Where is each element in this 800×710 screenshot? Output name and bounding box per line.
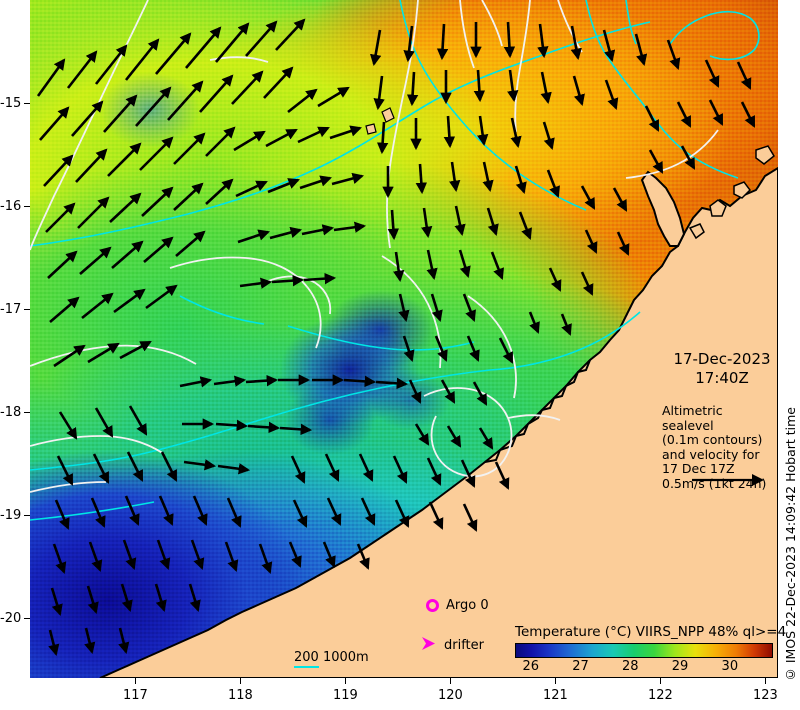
colorbar-tick-27: 27 bbox=[572, 659, 589, 674]
colorbar-tick-labels: 26 27 28 29 30 bbox=[515, 658, 777, 676]
colorbar-title: Temperature (°C) VIIRS_NPP 48% ql>=4 bbox=[515, 624, 787, 640]
bathymetry-200m-label: 200 bbox=[294, 650, 319, 668]
y-tick-mark-15 bbox=[24, 103, 30, 104]
y-tick-mark-18 bbox=[24, 412, 30, 413]
x-tick-mark-120 bbox=[450, 678, 451, 684]
annotation-line-0: Altimetric sealevel bbox=[662, 403, 723, 433]
y-tick-label-18: -18 bbox=[0, 405, 22, 420]
y-tick-mark-20 bbox=[24, 618, 30, 619]
annotation-line-3: 17 Dec 17Z bbox=[662, 461, 735, 476]
y-tick-label-16: -16 bbox=[0, 199, 22, 214]
x-tick-label-118: 118 bbox=[228, 688, 253, 703]
y-tick-mark-16 bbox=[24, 206, 30, 207]
x-tick-mark-123 bbox=[765, 678, 766, 684]
y-tick-mark-19 bbox=[24, 515, 30, 516]
y-tick-label-20: -20 bbox=[0, 611, 22, 626]
y-tick-label-19: -19 bbox=[0, 508, 22, 523]
colorbar-tick-28: 28 bbox=[621, 659, 639, 674]
velocity-reference-arrow-icon bbox=[690, 472, 766, 491]
y-tick-mark-17 bbox=[24, 309, 30, 310]
argo-legend-label: Argo 0 bbox=[446, 598, 489, 613]
drifter-marker-icon bbox=[420, 636, 437, 655]
datestamp-date: 17-Dec-2023 bbox=[673, 350, 771, 368]
land-mask-layer bbox=[30, 0, 778, 678]
x-tick-mark-117 bbox=[135, 678, 136, 684]
datestamp-time: 17:40Z bbox=[695, 369, 749, 387]
colorbar[interactable]: Temperature (°C) VIIRS_NPP 48% ql>=4 26 … bbox=[515, 624, 787, 676]
map-plot-area[interactable]: 17-Dec-2023 17:40Z Altimetric sealevel (… bbox=[30, 0, 778, 678]
x-tick-label-120: 120 bbox=[438, 688, 463, 703]
y-tick-label-15: -15 bbox=[0, 96, 22, 111]
x-tick-label-122: 122 bbox=[648, 688, 673, 703]
colorbar-gradient bbox=[515, 643, 773, 658]
x-tick-label-117: 117 bbox=[123, 688, 148, 703]
annotation-line-1: (0.1m contours) bbox=[662, 432, 763, 447]
bathymetry-legend: 200 1000m bbox=[294, 650, 369, 668]
drifter-legend-item: drifter bbox=[420, 636, 484, 655]
x-tick-mark-119 bbox=[345, 678, 346, 684]
x-tick-mark-121 bbox=[555, 678, 556, 684]
x-tick-mark-118 bbox=[240, 678, 241, 684]
bathymetry-1000m-label: 1000m bbox=[322, 650, 369, 665]
map-datestamp: 17-Dec-2023 17:40Z bbox=[662, 350, 778, 388]
x-tick-label-119: 119 bbox=[333, 688, 358, 703]
y-tick-label-17: -17 bbox=[0, 302, 22, 317]
x-tick-label-121: 121 bbox=[543, 688, 568, 703]
colorbar-tick-26: 26 bbox=[522, 659, 539, 674]
imos-credit-text: © IMOS 22-Dec-2023 14:09:42 Hobart time bbox=[783, 406, 798, 682]
map-annotation-block: Altimetric sealevel (0.1m contours) and … bbox=[662, 403, 778, 491]
argo-marker-icon bbox=[426, 599, 439, 612]
drifter-legend-label: drifter bbox=[444, 638, 484, 653]
annotation-line-2: and velocity for bbox=[662, 446, 760, 462]
colorbar-tick-29: 29 bbox=[671, 659, 689, 674]
x-tick-mark-122 bbox=[660, 678, 661, 684]
colorbar-tick-30: 30 bbox=[721, 659, 739, 674]
x-tick-label-123: 123 bbox=[753, 688, 778, 703]
argo-legend-item: Argo 0 bbox=[426, 598, 489, 613]
